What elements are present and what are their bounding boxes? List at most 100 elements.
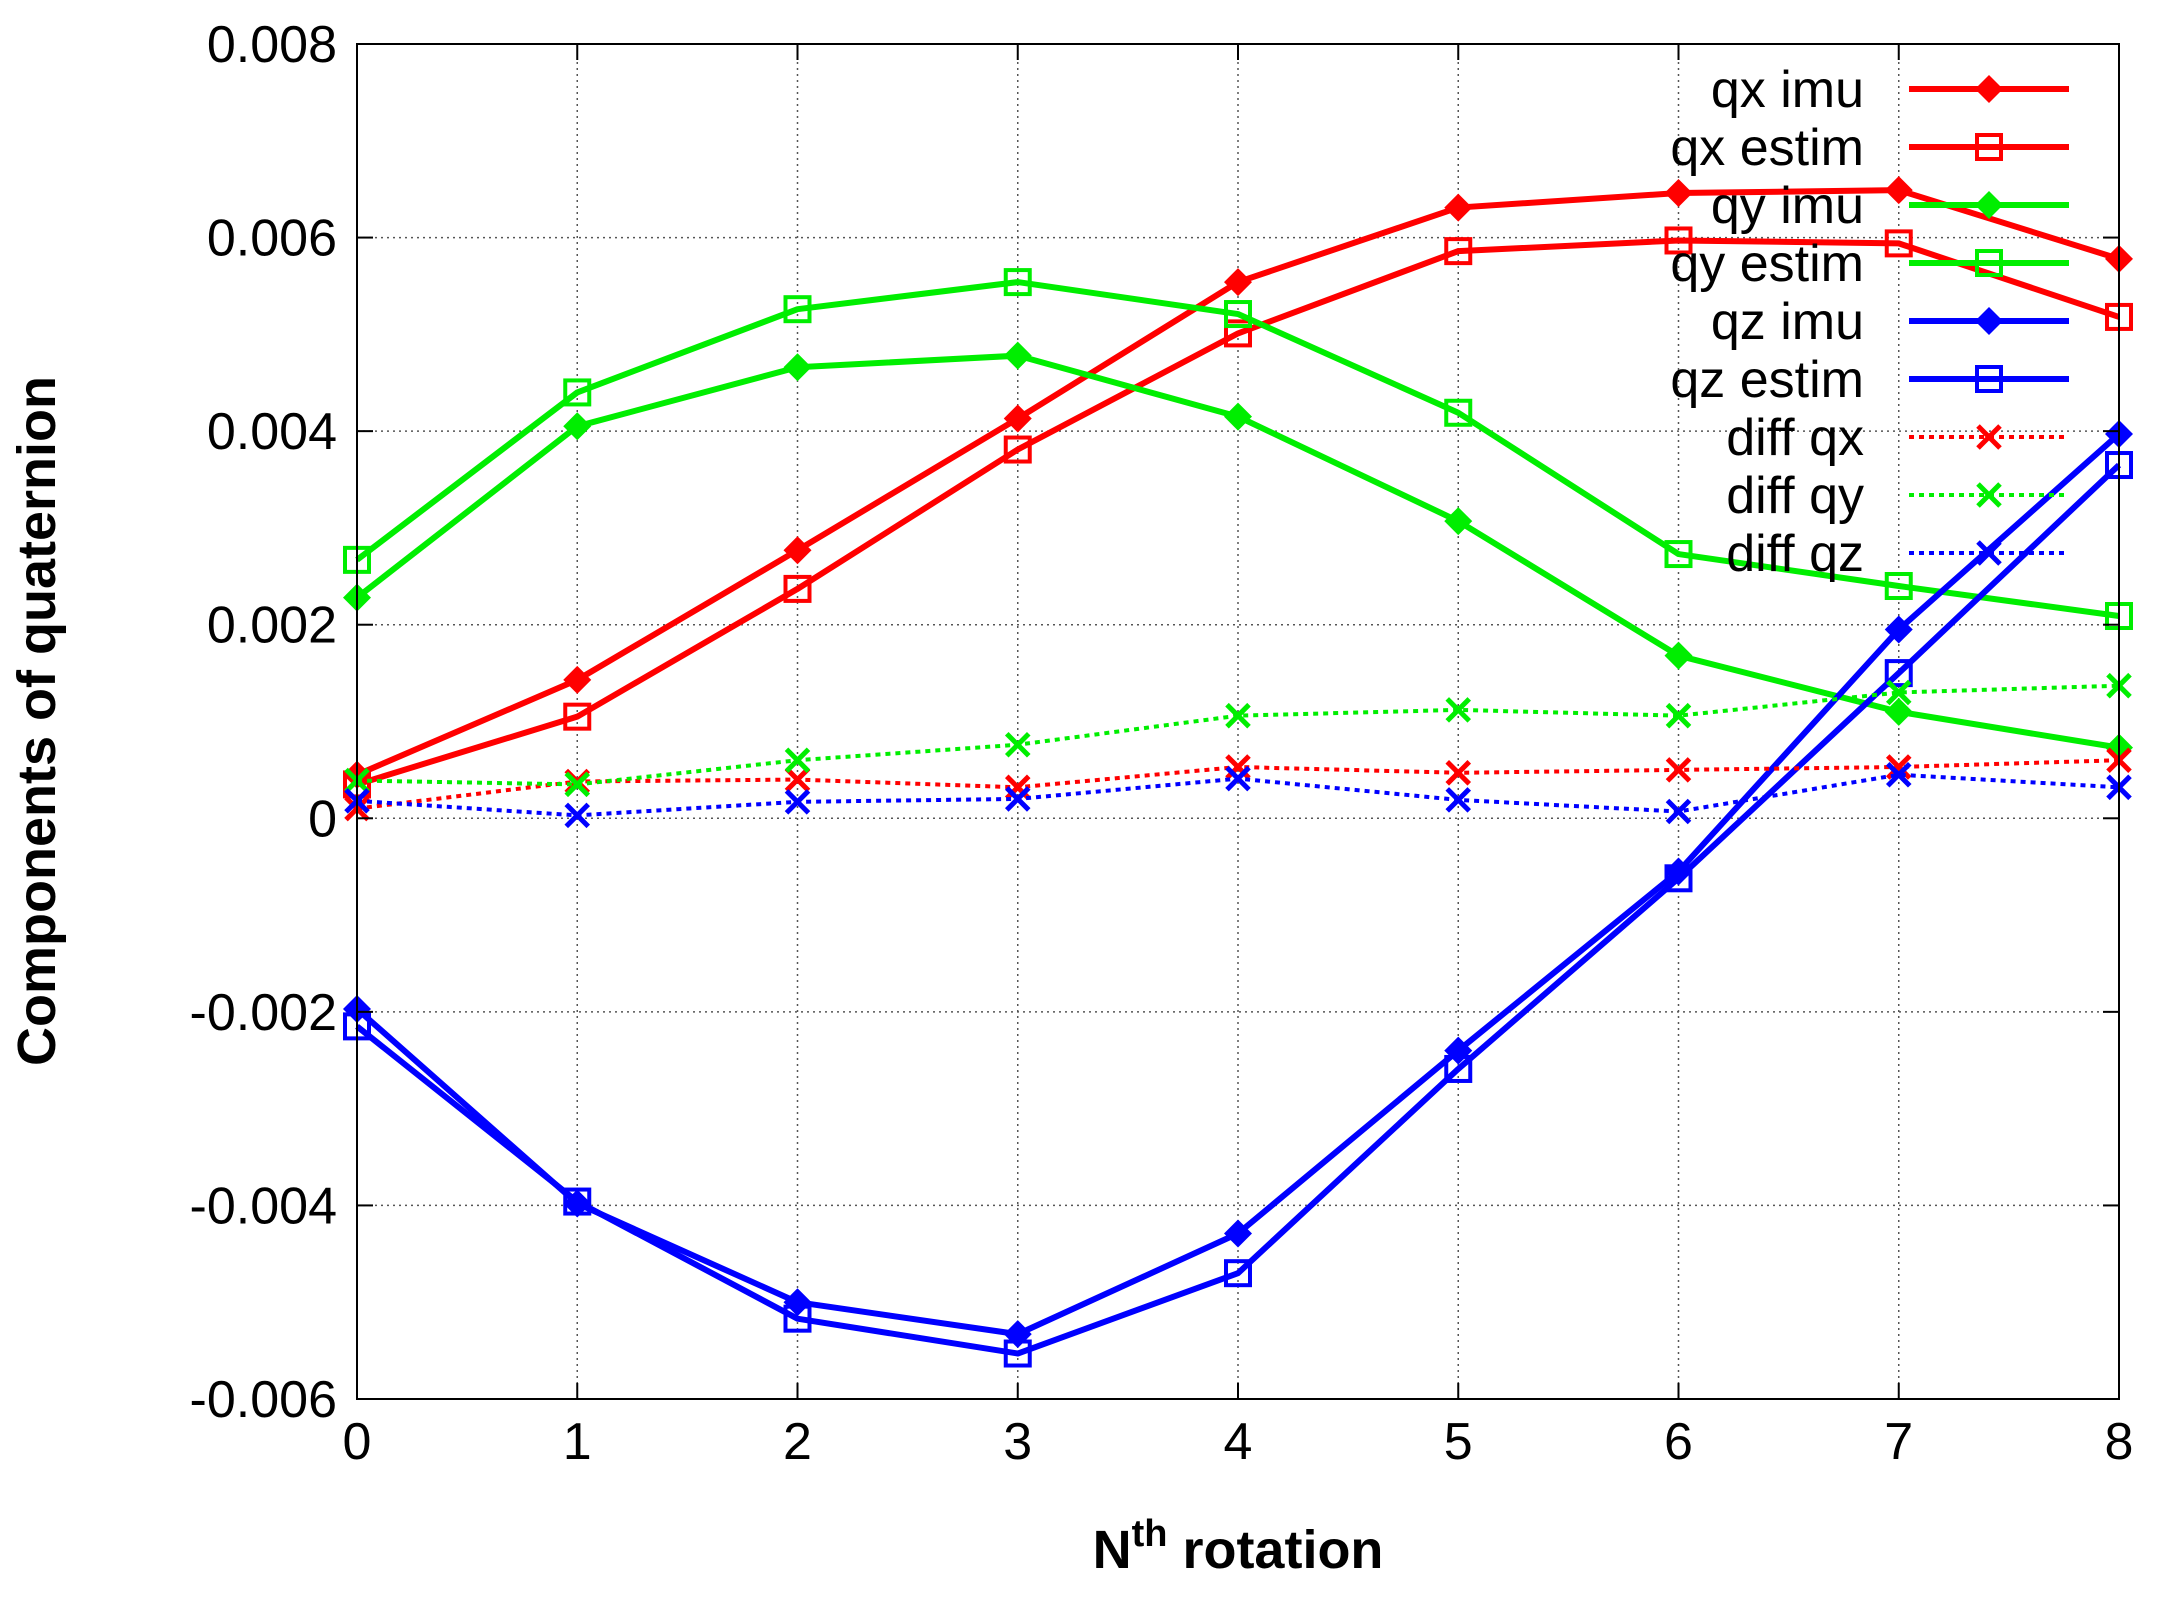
data-point-qx-imu xyxy=(783,536,812,565)
data-point-qz-estim xyxy=(1884,659,1913,688)
data-point-qx-estim xyxy=(1444,237,1473,266)
series-diff-qx xyxy=(344,747,2132,822)
legend-label: qz imu xyxy=(1711,293,1864,351)
legend-label: qz estim xyxy=(1670,351,1864,409)
legend-label: qy imu xyxy=(1711,177,1864,235)
data-point-qz-estim xyxy=(1444,1054,1473,1083)
legend-swatch-marker xyxy=(1976,482,2002,508)
data-point-diff-qy xyxy=(1225,702,1251,729)
series-qx-imu xyxy=(343,176,2133,789)
data-point-qz-estim xyxy=(1664,864,1693,893)
legend-swatch-marker xyxy=(1976,540,2002,566)
data-point-qz-imu xyxy=(1884,615,1913,644)
data-point-qx-estim xyxy=(1664,226,1693,255)
data-point-qx-imu xyxy=(1664,179,1693,208)
data-point-qx-estim xyxy=(563,702,592,731)
legend-item-qy-imu: qy imu xyxy=(1711,177,2069,235)
x-axis-title-base: N xyxy=(1093,1520,1132,1580)
x-axis-title-suffix: rotation xyxy=(1167,1520,1383,1580)
data-point-qz-imu xyxy=(1224,1219,1252,1248)
data-point-diff-qz xyxy=(1445,787,1472,813)
data-point-diff-qy xyxy=(564,771,591,798)
legend-label: qx estim xyxy=(1670,119,1864,177)
data-point-qx-imu xyxy=(1003,404,1032,433)
x-tick-label: 5 xyxy=(1444,1413,1473,1471)
x-axis-title: Nth rotation xyxy=(1093,1513,1384,1580)
y-tick-label: 0.002 xyxy=(207,597,337,655)
y-tick-label: 0.006 xyxy=(207,210,337,268)
legend-swatch-marker xyxy=(1975,191,2003,219)
data-point-qy-imu xyxy=(563,412,592,441)
data-point-qy-estim xyxy=(1884,572,1913,600)
y-tick-label: 0.004 xyxy=(207,403,337,461)
legend-swatch-marker xyxy=(1975,365,2003,393)
data-point-qy-estim xyxy=(1224,300,1252,329)
data-point-qy-estim xyxy=(1003,268,1032,297)
legend-label: qy estim xyxy=(1670,235,1864,293)
data-point-qy-imu xyxy=(1003,341,1032,370)
legend-swatch-marker xyxy=(1975,307,2003,335)
legend-label: diff qx xyxy=(1726,409,1864,467)
data-point-qz-estim xyxy=(1003,1339,1032,1368)
legend-swatch-marker xyxy=(1975,133,2003,161)
data-point-qz-imu xyxy=(1003,1320,1032,1349)
data-point-qy-imu xyxy=(1664,641,1693,670)
data-point-diff-qz xyxy=(1885,761,1912,788)
data-point-qy-estim xyxy=(1664,540,1693,569)
x-tick-label: 0 xyxy=(343,1413,372,1471)
y-axis-title: Components of quaternion xyxy=(7,376,67,1066)
legend-label: diff qy xyxy=(1726,467,1864,525)
x-tick-label: 1 xyxy=(563,1413,592,1471)
legend-swatch-marker xyxy=(1975,75,2003,103)
data-point-diff-qx xyxy=(1445,760,1472,786)
data-point-diff-qz xyxy=(784,789,811,815)
x-tick-label: 3 xyxy=(1003,1413,1032,1471)
data-point-qx-imu xyxy=(1884,176,1913,205)
data-point-diff-qz xyxy=(1665,798,1692,825)
y-tick-label: -0.006 xyxy=(190,1371,337,1429)
y-tick-label: 0.008 xyxy=(207,16,337,74)
y-tick-label: 0 xyxy=(308,790,337,848)
data-point-qz-estim xyxy=(783,1304,812,1333)
axis-layer: 0 1 2 3 4 5 6 7 8 -0.006 -0.004 -0.002 0 0.002 0.004 0.… xyxy=(190,16,2134,1471)
x-tick-label: 4 xyxy=(1224,1413,1253,1471)
data-point-diff-qz xyxy=(1004,786,1031,812)
data-point-qy-estim xyxy=(1444,398,1473,427)
legend-item-diff-qx: diff qx xyxy=(1726,409,2069,467)
x-tick-label: 7 xyxy=(1884,1413,1913,1471)
x-tick-label: 6 xyxy=(1664,1413,1693,1471)
data-point-diff-qy xyxy=(1885,679,1912,706)
data-point-qx-estim xyxy=(1003,435,1032,464)
legend-swatch-marker xyxy=(1975,249,2003,277)
data-point-qy-estim xyxy=(783,295,812,324)
data-point-diff-qx xyxy=(1665,757,1692,783)
legend-item-qx-imu: qx imu xyxy=(1711,61,2069,119)
legend-item-diff-qy: diff qy xyxy=(1726,467,2069,525)
series-line-qz-estim xyxy=(355,462,2122,1357)
data-point-qz-imu xyxy=(783,1288,812,1317)
series-line-qy-estim xyxy=(355,279,2120,619)
data-point-qz-estim xyxy=(563,1187,592,1216)
data-point-diff-qz xyxy=(1225,765,1251,792)
series-diff-qz xyxy=(344,761,2132,829)
x-tick-label: 2 xyxy=(783,1413,812,1471)
data-point-qx-estim xyxy=(783,574,812,603)
data-point-qy-imu xyxy=(1884,697,1913,726)
legend-item-qy-estim: qy estim xyxy=(1670,235,2069,293)
legend-item-diff-qz: diff qz xyxy=(1726,525,2069,583)
data-point-qy-imu xyxy=(1224,402,1252,431)
data-point-qx-imu xyxy=(1444,193,1473,222)
data-point-diff-qy xyxy=(1004,731,1031,758)
data-point-diff-qz xyxy=(564,802,591,829)
series-layer xyxy=(343,176,2133,1368)
grid-layer xyxy=(357,44,2119,1399)
data-point-qx-estim xyxy=(1884,229,1913,258)
data-point-qx-estim xyxy=(1224,319,1252,348)
y-tick-label: -0.002 xyxy=(190,984,337,1042)
legend-item-qz-estim: qz estim xyxy=(1670,351,2069,409)
y-tick-label: -0.004 xyxy=(190,1177,337,1235)
x-axis-title-superscript: th xyxy=(1132,1513,1168,1555)
